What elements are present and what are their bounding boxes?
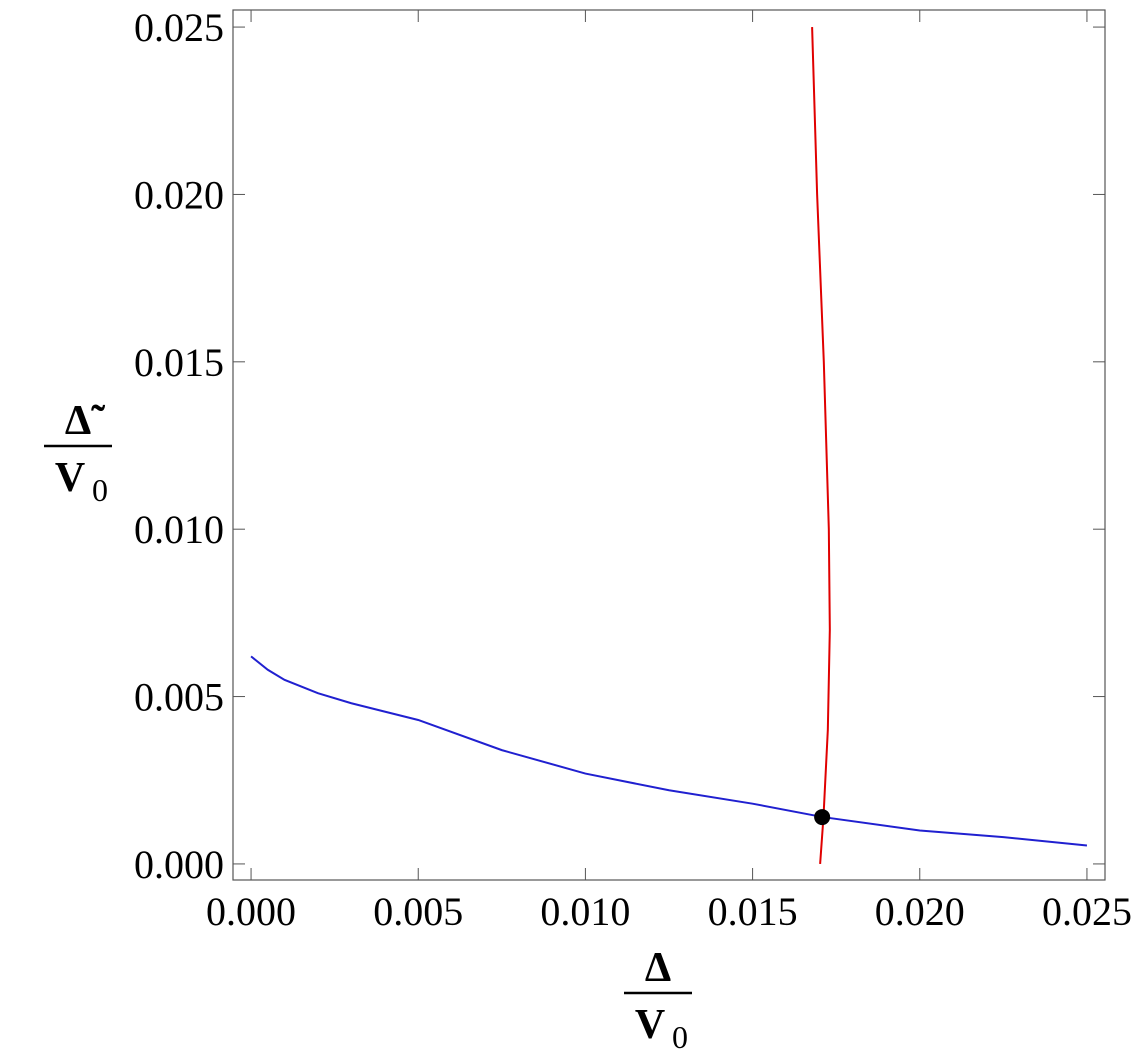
y-tick-label: 0.020: [134, 172, 224, 217]
x-tick-label: 0.015: [708, 889, 798, 934]
y-tick-label: 0.005: [134, 675, 224, 720]
x-label-denominator-subscript: 0: [672, 1019, 688, 1054]
y-label-denominator: V: [55, 455, 85, 501]
y-tick-label: 0.000: [134, 842, 224, 887]
y-tick-label: 0.025: [134, 5, 224, 50]
y-tick-label: 0.010: [134, 507, 224, 552]
series-line: [811, 27, 831, 865]
series-line: [250, 655, 1088, 847]
y-label-denominator-subscript: 0: [92, 472, 108, 508]
x-label-denominator: V: [635, 1002, 665, 1048]
plot-frame: [232, 9, 1106, 881]
x-tick-label: 0.005: [373, 889, 463, 934]
x-label-numerator: Δ: [645, 945, 671, 991]
x-tick-label: 0.025: [1042, 889, 1132, 934]
x-tick-label: 0.020: [875, 889, 965, 934]
x-tick-label: 0.000: [206, 889, 296, 934]
y-tick-label: 0.015: [134, 340, 224, 385]
intersection-point: [814, 809, 831, 826]
y-label-numerator: Δ̃: [65, 398, 105, 444]
x-tick-label: 0.010: [540, 889, 630, 934]
